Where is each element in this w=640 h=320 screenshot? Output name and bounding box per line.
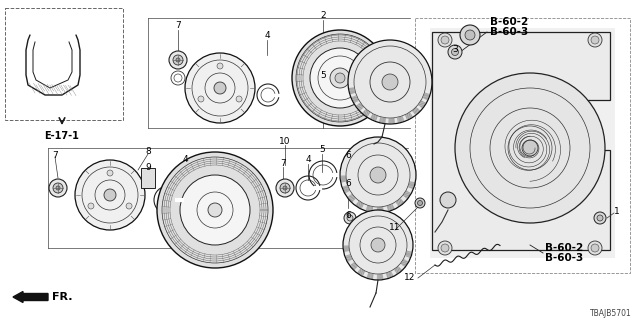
Circle shape: [88, 203, 94, 209]
Circle shape: [417, 201, 422, 205]
FancyArrow shape: [13, 292, 48, 302]
Text: 8: 8: [145, 148, 151, 156]
Circle shape: [348, 40, 432, 124]
Text: B-60-2: B-60-2: [490, 17, 528, 27]
Text: 5: 5: [320, 71, 326, 81]
Circle shape: [214, 82, 226, 94]
Text: 4: 4: [182, 156, 188, 164]
Text: FR.: FR.: [52, 292, 72, 302]
Text: 9: 9: [145, 164, 151, 172]
Circle shape: [157, 152, 273, 268]
Circle shape: [56, 186, 60, 190]
Circle shape: [448, 45, 462, 59]
Text: 7: 7: [280, 158, 286, 167]
Circle shape: [451, 49, 458, 55]
Circle shape: [438, 241, 452, 255]
Circle shape: [597, 215, 603, 221]
Circle shape: [440, 192, 456, 208]
Circle shape: [340, 137, 416, 213]
Circle shape: [330, 68, 350, 88]
Text: 11: 11: [389, 223, 401, 233]
Circle shape: [180, 175, 250, 245]
Circle shape: [343, 210, 413, 280]
Circle shape: [371, 238, 385, 252]
Circle shape: [208, 203, 222, 217]
Circle shape: [236, 96, 242, 102]
Text: 10: 10: [279, 137, 291, 146]
Text: TBAJB5701: TBAJB5701: [590, 309, 632, 318]
Circle shape: [276, 179, 294, 197]
Circle shape: [438, 33, 452, 47]
Circle shape: [588, 33, 602, 47]
Circle shape: [344, 212, 356, 224]
Text: 12: 12: [404, 274, 416, 283]
Bar: [141, 168, 155, 188]
Text: B-60-3: B-60-3: [545, 253, 583, 263]
Circle shape: [455, 73, 605, 223]
Text: 2: 2: [320, 12, 326, 20]
Text: B-60-3: B-60-3: [490, 27, 528, 37]
Circle shape: [495, 236, 505, 246]
Circle shape: [415, 198, 425, 208]
Circle shape: [185, 53, 255, 123]
Circle shape: [441, 244, 449, 252]
Circle shape: [370, 167, 386, 183]
Circle shape: [107, 170, 113, 176]
Circle shape: [49, 179, 67, 197]
Bar: [430, 28, 615, 258]
Text: 6: 6: [345, 211, 351, 220]
Circle shape: [126, 203, 132, 209]
Text: 6: 6: [345, 179, 351, 188]
Circle shape: [347, 215, 353, 221]
Text: 6: 6: [345, 151, 351, 161]
Text: 7: 7: [52, 150, 58, 159]
Circle shape: [75, 160, 145, 230]
Circle shape: [594, 212, 606, 224]
Text: 3: 3: [452, 45, 458, 54]
Circle shape: [176, 58, 180, 62]
Circle shape: [173, 55, 183, 65]
Circle shape: [283, 186, 287, 190]
Circle shape: [591, 244, 599, 252]
Circle shape: [198, 96, 204, 102]
Circle shape: [53, 183, 63, 193]
Circle shape: [591, 36, 599, 44]
Bar: [415, 18, 630, 273]
Circle shape: [335, 73, 345, 83]
Circle shape: [280, 183, 290, 193]
Circle shape: [169, 51, 187, 69]
Circle shape: [465, 30, 475, 40]
Text: E-17-1: E-17-1: [45, 131, 79, 141]
Circle shape: [292, 30, 388, 126]
Text: B-60-2: B-60-2: [545, 243, 583, 253]
Bar: [5, 8, 123, 120]
Circle shape: [310, 48, 370, 108]
Text: 4: 4: [264, 31, 270, 41]
Circle shape: [104, 189, 116, 201]
Text: 4: 4: [305, 156, 311, 164]
Circle shape: [382, 74, 398, 90]
Text: 1: 1: [614, 207, 620, 217]
Circle shape: [588, 241, 602, 255]
Circle shape: [441, 36, 449, 44]
Text: 5: 5: [319, 146, 325, 155]
Text: 7: 7: [175, 21, 181, 30]
Circle shape: [522, 140, 538, 156]
Circle shape: [217, 63, 223, 69]
Circle shape: [460, 25, 480, 45]
Polygon shape: [432, 32, 610, 250]
